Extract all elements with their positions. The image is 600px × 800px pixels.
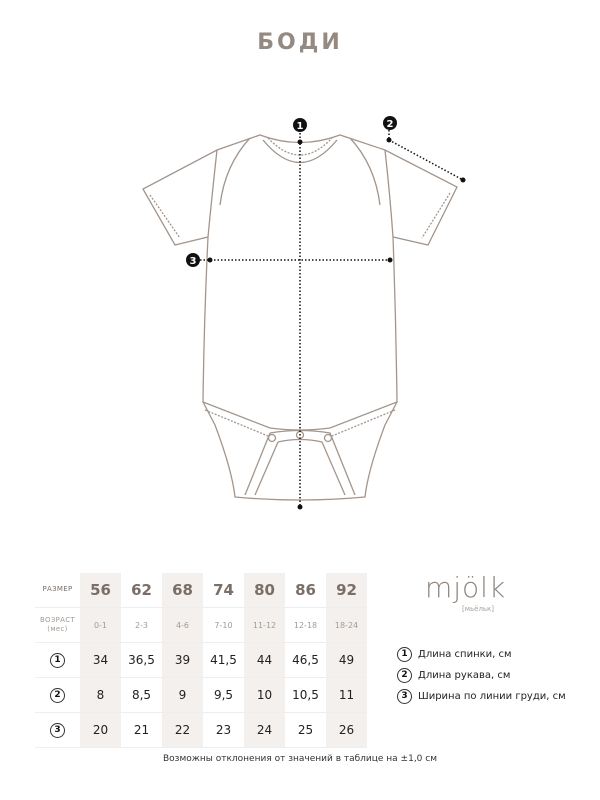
marker-circle: 1: [397, 647, 412, 662]
measure-row-1: 1 34 36,5 39 41,5 44 46,5 49: [35, 642, 367, 678]
measure-dots: [207, 137, 466, 510]
footer-note: Возможны отклонения от значений в таблиц…: [163, 754, 437, 764]
value-cell: 23: [203, 712, 244, 748]
measure-lines: [193, 130, 464, 507]
value-cell: 8,5: [121, 677, 162, 713]
legend-label: Ширина по линии груди, см: [418, 691, 566, 702]
size-cell: 80: [244, 573, 285, 608]
age-label-text: ВОЗРАСТ: [39, 615, 76, 624]
legend-label: Длина спинки, см: [418, 649, 512, 660]
legend-item-2: 2 Длина рукава, см: [397, 668, 510, 683]
age-cell: 7-10: [203, 607, 244, 643]
age-label: ВОЗРАСТ (мес): [35, 607, 80, 643]
marker-circle: 2: [397, 668, 412, 683]
size-cell: 56: [80, 573, 121, 608]
marker-circle: 1: [50, 652, 65, 668]
value-cell: 41,5: [203, 642, 244, 678]
size-label: РАЗМЕР: [35, 573, 80, 608]
age-cell: 4-6: [162, 607, 203, 643]
age-cell: 11-12: [244, 607, 285, 643]
marker-2: 2: [383, 116, 397, 130]
value-cell: 49: [326, 642, 367, 678]
size-cell: 86: [285, 573, 326, 608]
value-cell: 26: [326, 712, 367, 748]
svg-text:3: 3: [190, 256, 197, 267]
value-cell: 11: [326, 677, 367, 713]
marker-circle: 2: [50, 687, 65, 703]
svg-text:2: 2: [387, 119, 394, 130]
marker-circle: 3: [50, 722, 65, 738]
size-cell: 92: [326, 573, 367, 608]
size-cell: 62: [121, 573, 162, 608]
value-cell: 21: [121, 712, 162, 748]
size-cell: 74: [203, 573, 244, 608]
value-cell: 20: [80, 712, 121, 748]
page-title: БОДИ: [257, 30, 343, 55]
brand-logo: mjölk: [425, 571, 507, 604]
size-cell: 68: [162, 573, 203, 608]
value-cell: 8: [80, 677, 121, 713]
row-marker: 2: [35, 677, 80, 713]
value-cell: 39: [162, 642, 203, 678]
value-cell: 34: [80, 642, 121, 678]
legend-item-3: 3 Ширина по линии груди, см: [397, 689, 566, 704]
marker-3: 3: [186, 253, 200, 267]
value-cell: 25: [285, 712, 326, 748]
age-cell: 2-3: [121, 607, 162, 643]
size-row: РАЗМЕР 56 62 68 74 80 86 92: [35, 573, 367, 608]
age-unit: (мес): [47, 625, 68, 633]
age-cell: 0-1: [80, 607, 121, 643]
legend-label: Длина рукава, см: [418, 670, 511, 681]
bodysuit-diagram: 1 2 3: [142, 116, 466, 510]
svg-text:1: 1: [297, 121, 304, 132]
value-cell: 36,5: [121, 642, 162, 678]
age-cell: 18-24: [326, 607, 367, 643]
measure-row-3: 3 20 21 22 23 24 25 26: [35, 712, 367, 748]
age-row: ВОЗРАСТ (мес) 0-1 2-3 4-6 7-10 11-12 12-1…: [35, 607, 367, 643]
row-marker: 1: [35, 642, 80, 678]
value-cell: 9: [162, 677, 203, 713]
row-marker: 3: [35, 712, 80, 748]
legend-item-1: 1 Длина спинки, см: [397, 647, 512, 662]
measure-row-2: 2 8 8,5 9 9,5 10 10,5 11: [35, 677, 367, 713]
brand-logo-sub: [мьёльк]: [462, 605, 495, 613]
value-cell: 46,5: [285, 642, 326, 678]
age-cell: 12-18: [285, 607, 326, 643]
marker-1: 1: [293, 118, 307, 132]
value-cell: 24: [244, 712, 285, 748]
value-cell: 22: [162, 712, 203, 748]
value-cell: 10,5: [285, 677, 326, 713]
value-cell: 44: [244, 642, 285, 678]
value-cell: 10: [244, 677, 285, 713]
bodysuit-outline: [142, 134, 458, 501]
marker-circle: 3: [397, 689, 412, 704]
value-cell: 9,5: [203, 677, 244, 713]
size-table: РАЗМЕР 56 62 68 74 80 86 92 ВОЗРАСТ (мес)…: [35, 573, 367, 748]
